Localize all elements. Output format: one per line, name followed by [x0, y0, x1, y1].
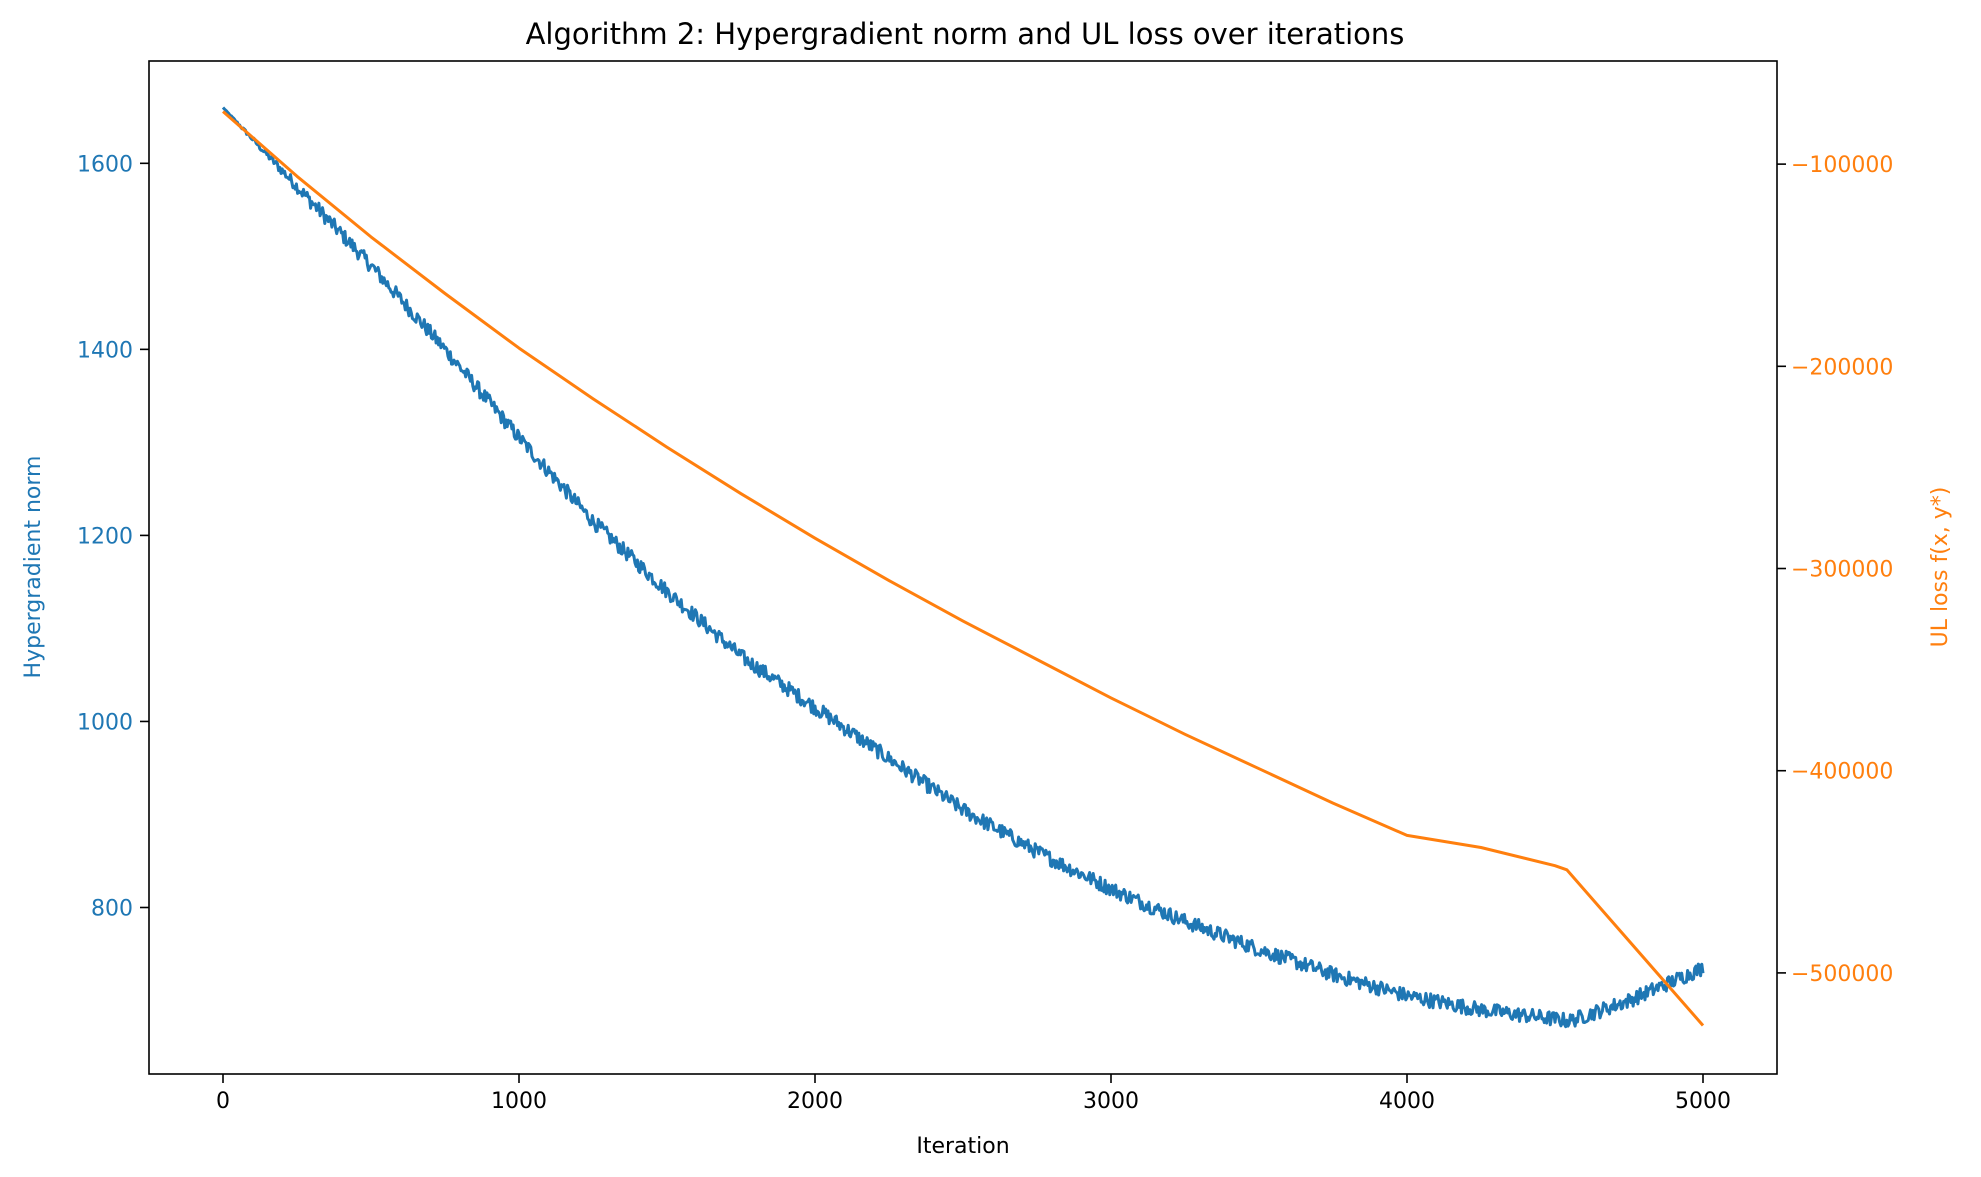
left-y-axis-label: Hypergradient norm: [21, 456, 46, 679]
x-tick-label: 4000: [1379, 1089, 1435, 1114]
right-y-tick-label: −500000: [1791, 962, 1893, 987]
right-y-tick-label: −200000: [1791, 355, 1893, 380]
x-tick-label: 0: [216, 1089, 230, 1114]
right-y-tick-label: −400000: [1791, 760, 1893, 785]
chart-title: Algorithm 2: Hypergradient norm and UL l…: [526, 17, 1405, 51]
plot-area-frame: [148, 60, 1778, 1075]
right-y-axis: −500000 −400000 −300000 −200000 −100000: [1777, 153, 1893, 987]
hypergradient-norm-line: [221, 106, 1705, 1029]
right-y-axis-label: UL loss f(x, y*): [1928, 487, 1953, 648]
left-y-tick-label: 1000: [77, 710, 133, 735]
x-tick-label: 1000: [491, 1089, 547, 1114]
right-y-tick-label: −300000: [1791, 558, 1893, 583]
left-y-tick-label: 1400: [77, 338, 133, 363]
x-tick-label: 3000: [1083, 1089, 1139, 1114]
left-y-axis: 800 1000 1200 1400 1600: [77, 152, 149, 921]
left-y-tick-label: 800: [91, 896, 133, 921]
x-axis: 0 1000 2000 3000 4000 5000: [216, 1074, 1731, 1114]
left-y-tick-label: 1600: [77, 152, 133, 177]
ul-loss-line: [222, 110, 1705, 1027]
x-tick-label: 2000: [787, 1089, 843, 1114]
plot-series: [221, 106, 1705, 1029]
x-tick-label: 5000: [1675, 1089, 1731, 1114]
right-y-tick-label: −100000: [1791, 153, 1893, 178]
left-y-tick-label: 1200: [77, 524, 133, 549]
x-axis-label: Iteration: [916, 1134, 1009, 1159]
